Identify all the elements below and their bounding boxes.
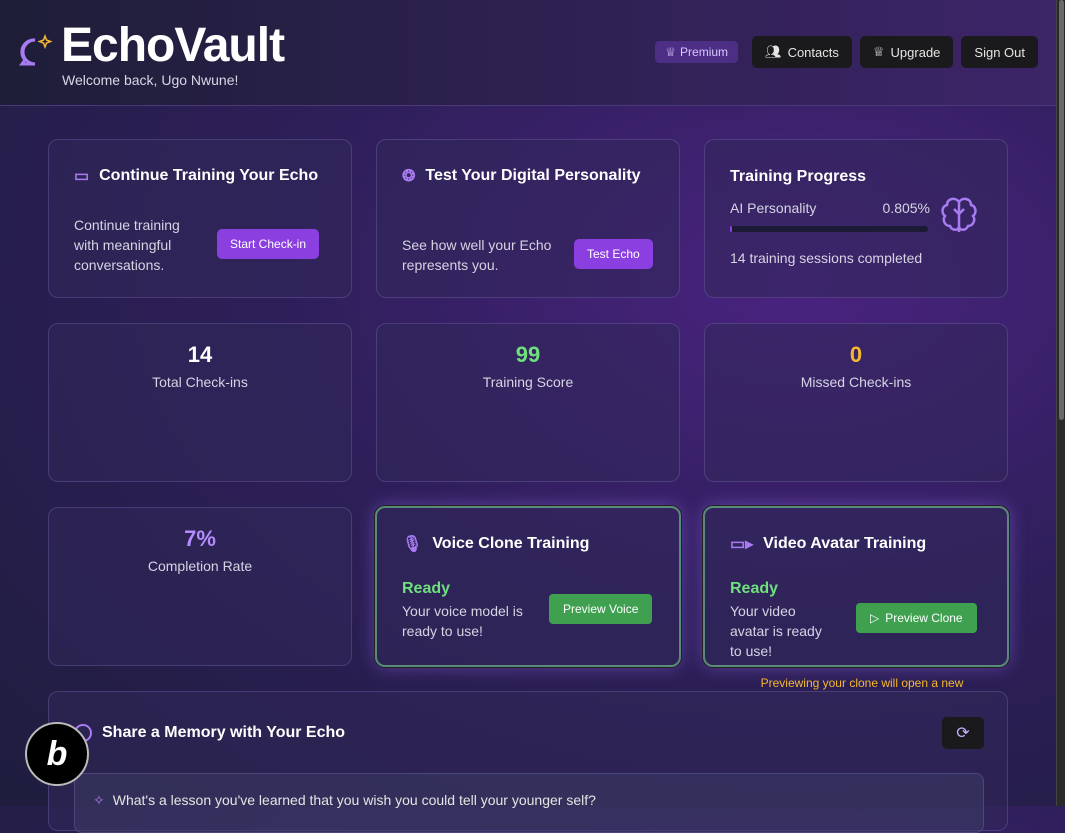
button-label: Preview Clone [885, 611, 963, 625]
tooltip: Previewing your clone will open a new [760, 676, 964, 690]
refresh-button[interactable]: ⟳ [942, 717, 984, 749]
stat-label: Total Check-ins [152, 374, 248, 390]
microphone-icon: 🎙︎ [402, 536, 423, 553]
card-text: Your voice model is ready to use! [402, 603, 523, 639]
stat-label: Completion Rate [147, 558, 253, 574]
upgrade-label: Upgrade [890, 44, 941, 60]
contacts-label: Contacts [787, 44, 839, 60]
premium-label: Premium [680, 45, 729, 59]
premium-badge: ♕ Premium [655, 41, 739, 63]
status-text: Ready [402, 580, 451, 597]
progress-fill [730, 226, 732, 232]
brain-icon [941, 197, 977, 232]
voice-clone-card: 🎙︎ Voice Clone Training Ready Your voice … [375, 506, 681, 667]
card-text: See how well your Echo represents you. [402, 237, 552, 273]
card-title: Voice Clone Training [432, 535, 590, 552]
stat-value: 0 [849, 342, 863, 367]
contacts-button[interactable]: 👥︎ Contacts [752, 36, 852, 68]
brain-icon: ❂ [402, 168, 416, 185]
scrollbar[interactable] [1056, 0, 1065, 806]
card-title: Training Progress [730, 168, 867, 185]
users-icon: 👥︎ [765, 44, 782, 59]
crown-icon: ♕ [872, 44, 885, 59]
training-progress-card: Training Progress AI Personality 0.805% 1… [704, 139, 1008, 298]
upgrade-button[interactable]: ♕ Upgrade [859, 36, 954, 68]
card-text: Continue training with meaningful conver… [74, 217, 180, 273]
play-icon: ▷ [870, 611, 880, 625]
card-title: Share a Memory with Your Echo [102, 724, 346, 741]
card-title: Video Avatar Training [763, 535, 927, 552]
app-title: EchoVault [61, 19, 285, 72]
progress-bar [730, 226, 928, 232]
test-echo-button[interactable]: Test Echo [574, 239, 653, 269]
card-title: Continue Training Your Echo [99, 167, 319, 184]
preview-clone-button[interactable]: ▷ Preview Clone [856, 603, 977, 633]
share-memory-card: Share a Memory with Your Echo ⟳ ✧ What's … [48, 691, 1008, 833]
stat-card: 14 Total Check-ins [48, 323, 352, 482]
video-avatar-card: ▭▸ Video Avatar Training Ready Your video… [703, 506, 1009, 667]
stat-card: 99 Training Score [376, 323, 680, 482]
chat-sparkle-logo-icon [19, 33, 53, 66]
stat-card: 7% Completion Rate [48, 507, 352, 666]
progress-value: 0.805% [882, 200, 930, 216]
preview-voice-button[interactable]: Preview Voice [549, 594, 653, 624]
prompt-box: ✧ What's a lesson you've learned that you… [74, 773, 984, 833]
stat-value: 14 [187, 342, 213, 367]
app-header: EchoVault Welcome back, Ugo Nwune! ♕ Prem… [0, 0, 1056, 106]
crown-icon: ♕ [665, 45, 677, 59]
sparkles-icon: ✧ [93, 792, 105, 808]
stat-value: 99 [515, 342, 541, 367]
video-icon: ▭▸ [730, 536, 754, 553]
test-personality-card: ❂ Test Your Digital Personality See how w… [376, 139, 680, 298]
sessions-text: 14 training sessions completed [730, 250, 923, 266]
status-text: Ready [730, 580, 779, 597]
continue-training-card: ▭ Continue Training Your Echo Continue tr… [48, 139, 352, 298]
sign-out-button[interactable]: Sign Out [961, 36, 1038, 68]
welcome-text: Welcome back, Ugo Nwune! [62, 72, 239, 88]
stat-label: Missed Check-ins [800, 374, 912, 390]
stat-value: 7% [184, 526, 216, 551]
bolt-badge[interactable]: b [25, 722, 89, 786]
card-title: Test Your Digital Personality [425, 167, 641, 184]
prompt-text: What's a lesson you've learned that you … [112, 792, 596, 808]
message-icon: ▭ [74, 168, 90, 185]
stat-label: Training Score [482, 374, 574, 390]
start-check-in-button[interactable]: Start Check-in [217, 229, 320, 259]
card-text: Your video avatar is ready to use! [730, 603, 822, 659]
scrollbar-thumb[interactable] [1059, 0, 1064, 420]
stat-card: 0 Missed Check-ins [704, 323, 1008, 482]
progress-label: AI Personality [730, 200, 817, 216]
